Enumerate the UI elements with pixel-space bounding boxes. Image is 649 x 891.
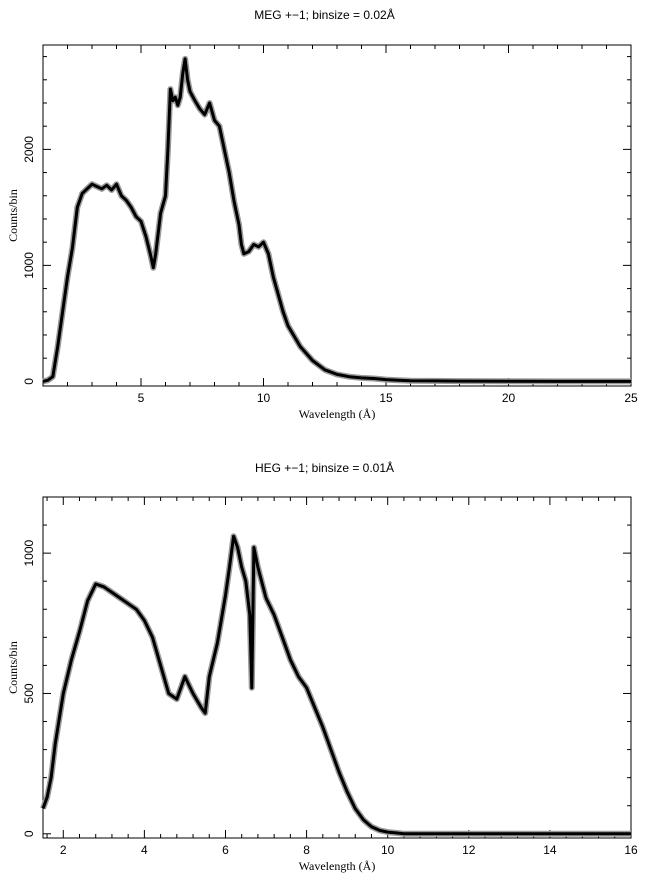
x-axis-label: Wavelength (Å) bbox=[299, 859, 376, 873]
y-tick-label: 0 bbox=[22, 378, 36, 385]
x-tick-label: 25 bbox=[624, 391, 638, 405]
x-tick-label: 8 bbox=[303, 843, 310, 857]
y-tick-label: 1000 bbox=[22, 252, 36, 279]
x-tick-label: 16 bbox=[624, 843, 638, 857]
heg-chart: HEG +−1; binsize = 0.01Å 2 4 6 8 10 12 14 16 0 50… bbox=[0, 455, 649, 891]
x-tick-label: 6 bbox=[222, 843, 229, 857]
plot-frame bbox=[42, 496, 632, 839]
meg-chart: MEG +−1; binsize = 0.02Å 5 10 15 20 25 0 1000 2… bbox=[0, 0, 649, 445]
y-tick-label: 500 bbox=[22, 683, 36, 703]
y-tick-label: 1000 bbox=[22, 539, 36, 566]
x-tick-label: 10 bbox=[257, 391, 271, 405]
x-tick-label: 15 bbox=[379, 391, 393, 405]
x-tick-label: 14 bbox=[543, 843, 557, 857]
y-axis-label: Counts/bin bbox=[6, 641, 20, 694]
chart-title: MEG +−1; binsize = 0.02Å bbox=[254, 8, 395, 22]
plot-frame bbox=[42, 44, 632, 387]
x-tick-label: 20 bbox=[502, 391, 516, 405]
x-tick-label: 4 bbox=[141, 843, 148, 857]
series-line bbox=[42, 57, 631, 383]
x-tick-label: 10 bbox=[381, 843, 395, 857]
x-tick-label: 12 bbox=[462, 843, 476, 857]
x-tick-label: 5 bbox=[138, 391, 145, 405]
meg-plot: 5 10 15 20 25 0 1000 2000 Wavelength (Å) Counts/b… bbox=[6, 44, 638, 421]
y-axis-label: Counts/bin bbox=[6, 189, 20, 242]
series-error-band bbox=[40, 533, 631, 837]
chart-title: HEG +−1; binsize = 0.01Å bbox=[254, 461, 395, 475]
series-error-band bbox=[42, 55, 631, 385]
series-line bbox=[41, 534, 631, 836]
x-axis-label: Wavelength (Å) bbox=[299, 407, 376, 421]
x-tick-label: 2 bbox=[60, 843, 67, 857]
y-tick-label: 0 bbox=[22, 830, 36, 837]
heg-plot: 2 4 6 8 10 12 14 16 0 500 1000 Wavelength (Å) Counts… bbox=[6, 496, 638, 873]
y-tick-label: 2000 bbox=[22, 136, 36, 163]
